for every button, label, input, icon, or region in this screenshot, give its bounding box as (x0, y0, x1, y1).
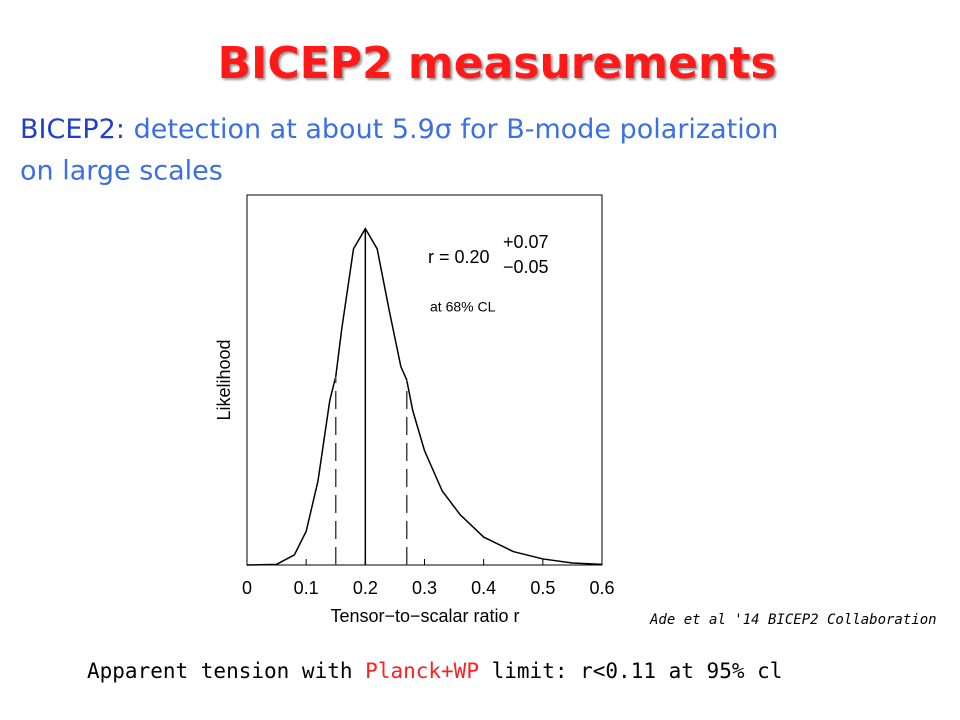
slide-title: BICEP2 measurements (217, 38, 776, 89)
x-tick-label: 0.6 (589, 578, 614, 598)
x-tick-label: 0.4 (471, 578, 496, 598)
footer-end: limit: r<0.11 at 95% cl (492, 659, 783, 683)
footer: Apparent tension with Planck+WP limit: r… (87, 659, 782, 683)
subtitle-lead: BICEP2: (20, 114, 125, 145)
y-axis-label: Likelihood (214, 339, 234, 420)
x-axis-label: Tensor−to−scalar ratio r (330, 606, 519, 626)
likelihood-curve (246, 227, 603, 566)
annotation: r = 0.20 (428, 247, 490, 267)
subtitle-line2: on large scales (20, 156, 223, 187)
footer-highlight: Planck+WP (365, 659, 479, 683)
x-tick-label: 0 (242, 578, 252, 598)
subtitle: BICEP2: detection at about 5.9σ for B-mo… (20, 114, 778, 145)
annotation-lower: −0.05 (503, 257, 549, 277)
x-tick-label: 0.5 (530, 578, 555, 598)
x-tick-label: 0.2 (353, 578, 378, 598)
footer-start: Apparent tension with (87, 659, 353, 683)
x-tick-label: 0.1 (294, 578, 319, 598)
citation: Ade et al '14 BICEP2 Collaboration (649, 612, 937, 628)
subtitle-text: detection at about 5.9σ for B-mode polar… (134, 114, 779, 145)
plot-frame (246, 194, 603, 566)
annotation-cl: at 68% CL (430, 299, 496, 315)
annotation-upper: +0.07 (503, 232, 549, 252)
x-tick-label: 0.3 (412, 578, 437, 598)
